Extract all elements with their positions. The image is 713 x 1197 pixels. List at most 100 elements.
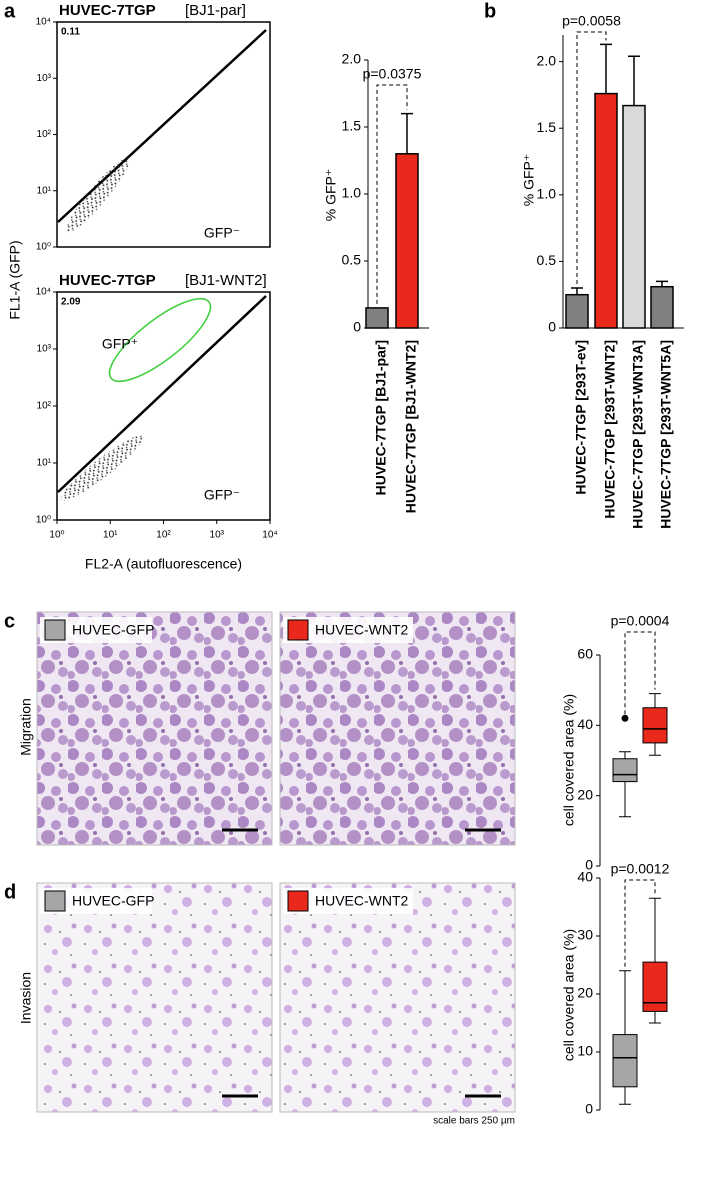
x-tick-label: 10²	[156, 530, 171, 541]
whisker	[619, 1086, 631, 1105]
bar	[594, 92, 618, 329]
error-bar	[628, 55, 640, 106]
y-tick-label: 20	[577, 985, 593, 1001]
bar	[395, 153, 419, 329]
scale-note: scale bars 250 µm	[433, 1116, 515, 1127]
p-value: p=0.0375	[363, 66, 422, 82]
y-tick-label: 10⁰	[36, 515, 51, 526]
y-tick-label: 2.0	[537, 52, 557, 68]
gate-label: GFP⁻	[204, 225, 240, 241]
category-label: HUVEC-7TGP [BJ1-par]	[373, 340, 389, 495]
y-tick-label: 10⁴	[36, 17, 51, 28]
y-tick-label: 20	[577, 786, 593, 802]
whisker	[649, 897, 661, 963]
y-tick-label: 10³	[37, 344, 52, 355]
box	[642, 707, 668, 744]
legend-label: HUVEC-WNT2	[315, 893, 409, 909]
event-cloud	[66, 157, 130, 233]
gate-line	[57, 295, 267, 493]
significance-bracket	[376, 84, 408, 304]
error-bar	[401, 112, 413, 154]
micrograph	[279, 611, 516, 846]
whisker	[649, 742, 661, 756]
y-tick-label: 0.5	[342, 252, 362, 268]
outlier	[621, 714, 629, 722]
y-tick-label: 1.0	[537, 186, 557, 202]
category-label: HUVEC-7TGP [BJ1-WNT2]	[403, 340, 419, 513]
box	[642, 961, 668, 1012]
y-tick-label: 10¹	[37, 458, 52, 469]
significance-bracket	[624, 631, 656, 715]
x-tick-label: 10⁰	[49, 530, 64, 541]
y-tick-label: 10⁴	[36, 287, 51, 298]
y-tick-label: 0	[585, 857, 593, 873]
micrograph	[36, 882, 273, 1113]
p-value: p=0.0058	[562, 13, 621, 29]
error-bar	[571, 287, 583, 295]
legend-label: HUVEC-GFP	[72, 622, 154, 638]
p-value: p=0.0004	[611, 613, 670, 629]
y-axis-label: % GFP⁺	[323, 169, 339, 222]
category-label: HUVEC-7TGP [293T-WNT3A]	[630, 340, 646, 529]
gate-ellipse	[108, 297, 212, 383]
x-tick-label: 10¹	[103, 530, 118, 541]
box	[612, 1034, 638, 1088]
y-tick-label: 10³	[37, 73, 52, 84]
legend-swatch	[287, 890, 309, 912]
whisker	[649, 1011, 661, 1024]
plot-subtitle: [BJ1-WNT2]	[185, 272, 267, 289]
bar	[622, 104, 646, 329]
panel-label: d	[4, 881, 16, 903]
whisker	[619, 781, 631, 818]
significance-bracket	[624, 879, 656, 967]
category-label: HUVEC-7TGP [293T-WNT2]	[602, 340, 618, 519]
whisker	[619, 970, 631, 1035]
y-tick-label: 40	[577, 716, 593, 732]
legend-label: HUVEC-WNT2	[315, 622, 409, 638]
row-label: Migration	[18, 698, 34, 756]
error-bar	[656, 280, 668, 287]
y-tick-label: 1.0	[342, 185, 362, 201]
y-axis-label: cell covered area (%)	[561, 694, 577, 826]
event-cloud	[60, 435, 144, 501]
legend-swatch	[287, 619, 309, 641]
box	[612, 758, 638, 783]
p-value: p=0.0012	[611, 861, 670, 877]
row-label: Invasion	[18, 972, 34, 1024]
plot-title: HUVEC-7TGP	[59, 272, 156, 289]
y-tick-label: 10	[577, 1043, 593, 1059]
panel-label: a	[4, 0, 16, 22]
y-tick-label: 1.5	[342, 118, 362, 134]
y-tick-label: 10²	[37, 401, 52, 412]
legend-swatch	[44, 890, 66, 912]
bar	[650, 285, 674, 329]
panel-label: b	[484, 0, 496, 22]
y-tick-label: 30	[577, 927, 593, 943]
y-tick-label: 10⁰	[36, 242, 51, 253]
y-tick-label: 10¹	[37, 185, 52, 196]
bar	[365, 307, 389, 329]
category-label: HUVEC-7TGP [293T-ev]	[573, 340, 589, 495]
gate-label: GFP⁻	[204, 487, 240, 503]
plot-subtitle: [BJ1-par]	[185, 2, 246, 19]
x-tick-label: 10³	[210, 530, 225, 541]
y-tick-label: 1.5	[537, 119, 557, 135]
y-axis-label: cell covered area (%)	[561, 929, 577, 1061]
micrograph	[279, 882, 516, 1113]
whisker	[649, 693, 661, 708]
micrograph	[36, 611, 273, 846]
significance-bracket	[576, 31, 607, 285]
y-tick-label: 0	[353, 319, 361, 335]
error-bar	[600, 43, 612, 94]
plot-title: HUVEC-7TGP	[59, 2, 156, 19]
y-tick-label: 10²	[37, 129, 52, 140]
whisker	[619, 751, 631, 759]
x-tick-label: 10⁴	[262, 530, 277, 541]
y-tick-label: 0.5	[537, 252, 557, 268]
legend-swatch	[44, 619, 66, 641]
y-axis-label: FL1-A (GFP)	[7, 240, 23, 319]
x-axis-label: FL2-A (autofluorescence)	[85, 556, 242, 572]
gate-percent: 0.11	[61, 27, 80, 38]
y-tick-label: 60	[577, 646, 593, 662]
